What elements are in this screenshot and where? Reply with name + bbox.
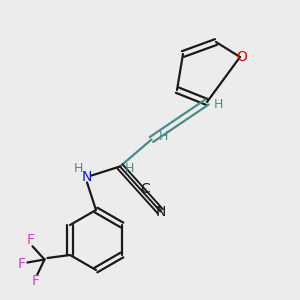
Text: H: H bbox=[214, 98, 223, 112]
Text: H: H bbox=[125, 161, 134, 175]
Text: N: N bbox=[82, 170, 92, 184]
Text: H: H bbox=[159, 130, 168, 143]
Text: F: F bbox=[27, 233, 35, 247]
Text: F: F bbox=[17, 257, 26, 271]
Text: C: C bbox=[141, 182, 150, 196]
Text: O: O bbox=[236, 50, 247, 64]
Text: H: H bbox=[73, 161, 83, 175]
Text: N: N bbox=[155, 205, 166, 218]
Text: F: F bbox=[32, 274, 40, 288]
